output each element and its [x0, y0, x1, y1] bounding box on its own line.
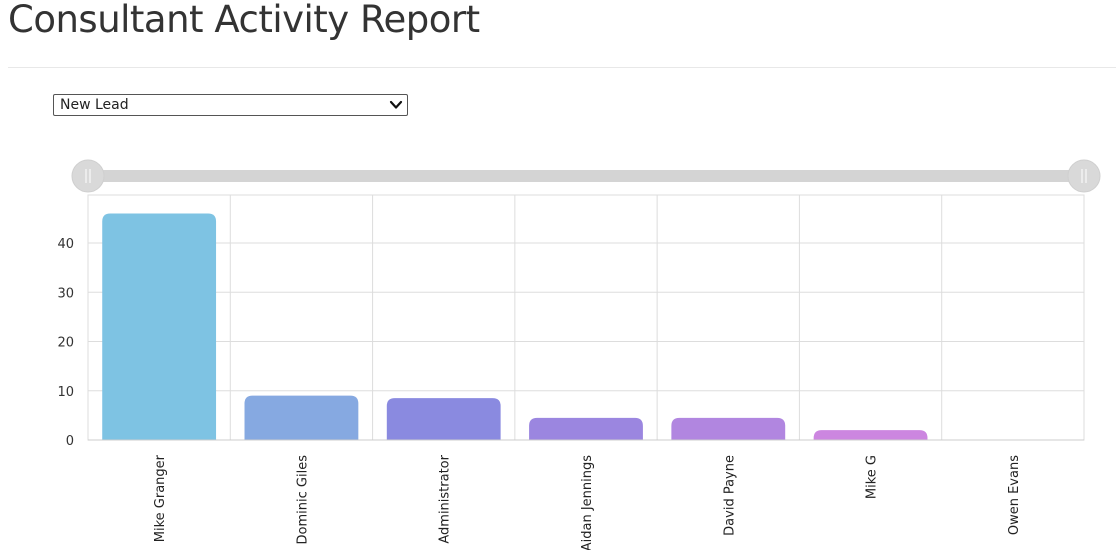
page-title: Consultant Activity Report	[8, 0, 480, 41]
bar[interactable]	[529, 417, 643, 440]
x-category-label: Administrator	[438, 454, 453, 543]
y-tick-label: 20	[57, 336, 74, 351]
activity-type-selected-value: New Lead	[60, 97, 129, 113]
range-slider-right-handle[interactable]	[1067, 159, 1101, 193]
x-category-label: Aidan Jennings	[580, 455, 595, 550]
activity-type-select[interactable]: New Lead	[53, 94, 408, 116]
range-slider-left-handle[interactable]	[71, 159, 105, 193]
x-category-label: Mike Granger	[153, 454, 168, 542]
x-category-label: Owen Evans	[1007, 455, 1022, 535]
y-tick-label: 10	[57, 385, 74, 400]
x-category-label: Mike G	[865, 455, 880, 499]
range-slider-track[interactable]	[88, 170, 1084, 182]
y-tick-label: 40	[57, 237, 74, 252]
y-tick-label: 0	[66, 434, 74, 449]
bar[interactable]	[244, 395, 359, 440]
bar[interactable]	[671, 417, 786, 440]
title-divider	[8, 67, 1116, 68]
chevron-down-icon	[387, 96, 405, 114]
plot-area	[87, 194, 1085, 441]
y-tick-label: 30	[57, 286, 74, 301]
x-category-label: David Payne	[722, 455, 737, 536]
bar[interactable]	[102, 213, 217, 440]
grip-icon	[1081, 169, 1087, 183]
bar[interactable]	[813, 430, 928, 440]
x-category-label: Dominic Giles	[295, 455, 310, 545]
bar[interactable]	[386, 398, 501, 440]
grip-icon	[85, 169, 91, 183]
